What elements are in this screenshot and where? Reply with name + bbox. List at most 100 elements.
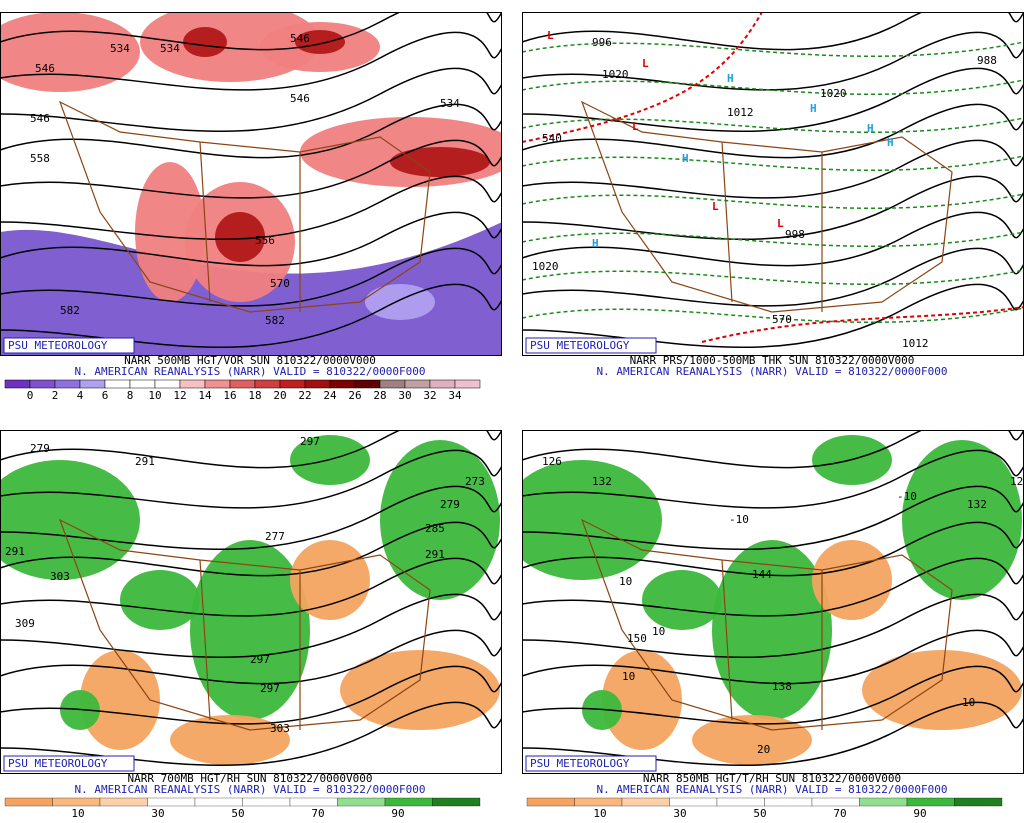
subcaption: N. AMERICAN REANALYSIS (NARR) VALID = 81…: [597, 365, 948, 378]
contour-label: 10: [962, 696, 975, 709]
colorbar-label: 30: [398, 389, 411, 402]
colorbar-swatch: [337, 797, 386, 807]
contour-line: [1, 665, 501, 725]
brand-box: [3, 337, 135, 354]
colorbar-label: 28: [373, 389, 386, 402]
contour-label: 291: [5, 545, 25, 558]
contour-label: 546: [290, 92, 310, 105]
map-panel: 99610201012998102010209885705401012HHHHH…: [522, 12, 1024, 378]
colorbar-label: 32: [423, 389, 436, 402]
caption: NARR 500MB HGT/VOR SUN 810322/0000V000: [124, 354, 376, 367]
colorbar-label: 10: [71, 807, 84, 819]
colorbar-label: 4: [77, 389, 84, 402]
colorbar-swatch: [404, 379, 431, 389]
colorbar-swatch: [811, 797, 860, 807]
field-blob: [712, 540, 832, 720]
contour-label: 138: [772, 680, 792, 693]
field-blob: [80, 650, 160, 750]
contour-line: [1, 139, 501, 199]
colorbar-label: 30: [151, 807, 164, 819]
field-blob: [215, 212, 265, 262]
colorbar-swatch: [54, 379, 81, 389]
pressure-center: L: [712, 200, 719, 213]
contour-label: 10: [652, 625, 665, 638]
colorbar-label: 50: [753, 807, 766, 819]
thickness-line: [523, 155, 1023, 172]
contour-label: 998: [785, 228, 805, 241]
colorbar-swatch: [147, 797, 196, 807]
pressure-center: L: [632, 120, 639, 133]
colorbar-swatch: [194, 797, 243, 807]
colorbar-label: 20: [273, 389, 286, 402]
colorbar-label: 50: [231, 807, 244, 819]
subcaption: N. AMERICAN REANALYSIS (NARR) VALID = 81…: [75, 783, 426, 796]
contour-line: [1, 629, 501, 685]
contour-line: [523, 67, 1023, 133]
contour-label: 540: [542, 132, 562, 145]
thickness-line: [523, 79, 1023, 96]
contour-line: [1, 431, 501, 469]
colorbar-swatch: [154, 379, 181, 389]
contour-line: [1, 31, 501, 91]
contour-line: [1, 247, 501, 307]
field-blob: [523, 460, 662, 580]
political-boundary: [580, 100, 953, 313]
field-blob: [602, 650, 682, 750]
colorbar-swatch: [104, 379, 131, 389]
colorbar-label: 34: [448, 389, 462, 402]
contour-label: 297: [250, 653, 270, 666]
contour-label: 291: [135, 455, 155, 468]
contour-label: 309: [15, 617, 35, 630]
colorbar-label: 70: [311, 807, 324, 819]
contour-line: [1, 211, 501, 267]
colorbar-swatch: [242, 797, 291, 807]
colorbar-swatch: [669, 797, 718, 807]
colorbar-label: 0: [27, 389, 34, 402]
colorbar-swatch: [4, 379, 31, 389]
contour-line: [523, 557, 1023, 617]
colorbar-swatch: [129, 379, 156, 389]
colorbar-swatch: [229, 379, 256, 389]
thickness-line: [523, 41, 1023, 58]
contour-label: 144: [752, 568, 772, 581]
map-area: 279 291 297 297 303 309 277 291 297 303 273 279 285 2…: [1, 431, 501, 767]
map-area: 126 132 144 138 150 120 132 -10 -10 10 10 10 20 10: [523, 431, 1023, 767]
thickness-line: [523, 13, 763, 143]
contour-line: [523, 665, 1023, 725]
contour-label: 1012: [902, 337, 929, 350]
contour-label: 988: [977, 54, 997, 67]
colorbar-swatch: [4, 797, 53, 807]
field-blob: [380, 440, 500, 600]
subcaption: N. AMERICAN REANALYSIS (NARR) VALID = 81…: [597, 783, 948, 796]
contour-line: [523, 31, 1023, 91]
contour-label: 1020: [532, 260, 559, 273]
contour-label: 277: [265, 530, 285, 543]
contour-label: 132: [592, 475, 612, 488]
contour-label: 1020: [820, 87, 847, 100]
map-panel: 126 132 144 138 150 120 132 -10 -10 10 10 10 20 10 PSU…: [522, 430, 1024, 820]
colorbar-label: 30: [673, 807, 686, 819]
contour-label: 150: [627, 632, 647, 645]
colorbar-swatch: [526, 797, 575, 807]
colorbar-swatch: [429, 379, 456, 389]
map-panel: 279 291 297 297 303 309 277 291 297 303 273 279 285 2…: [0, 430, 502, 820]
colorbar-label: 22: [298, 389, 311, 402]
contour-label: 297: [260, 682, 280, 695]
field-blob: [862, 650, 1022, 730]
pressure-center: L: [777, 217, 784, 230]
contour-label: 534: [160, 42, 180, 55]
contour-label: 279: [30, 442, 50, 455]
contour-label: 546: [35, 62, 55, 75]
contour-label: 534: [440, 97, 460, 110]
field-blob: [120, 570, 200, 630]
contour-line: [523, 13, 1023, 51]
contour-line: [1, 449, 501, 509]
map-frame: [522, 12, 1024, 356]
map-panel: 534 546 534 546 558 546 556 570 582 582 546 534 PSU …: [0, 12, 502, 402]
pressure-center: H: [592, 237, 599, 250]
pressure-center: H: [682, 152, 689, 165]
map-area: 99610201012998102010209885705401012HHHHH…: [523, 13, 1023, 350]
thickness-line: [523, 231, 1023, 248]
contour-line: [523, 247, 1023, 307]
contour-label: 10: [622, 670, 635, 683]
